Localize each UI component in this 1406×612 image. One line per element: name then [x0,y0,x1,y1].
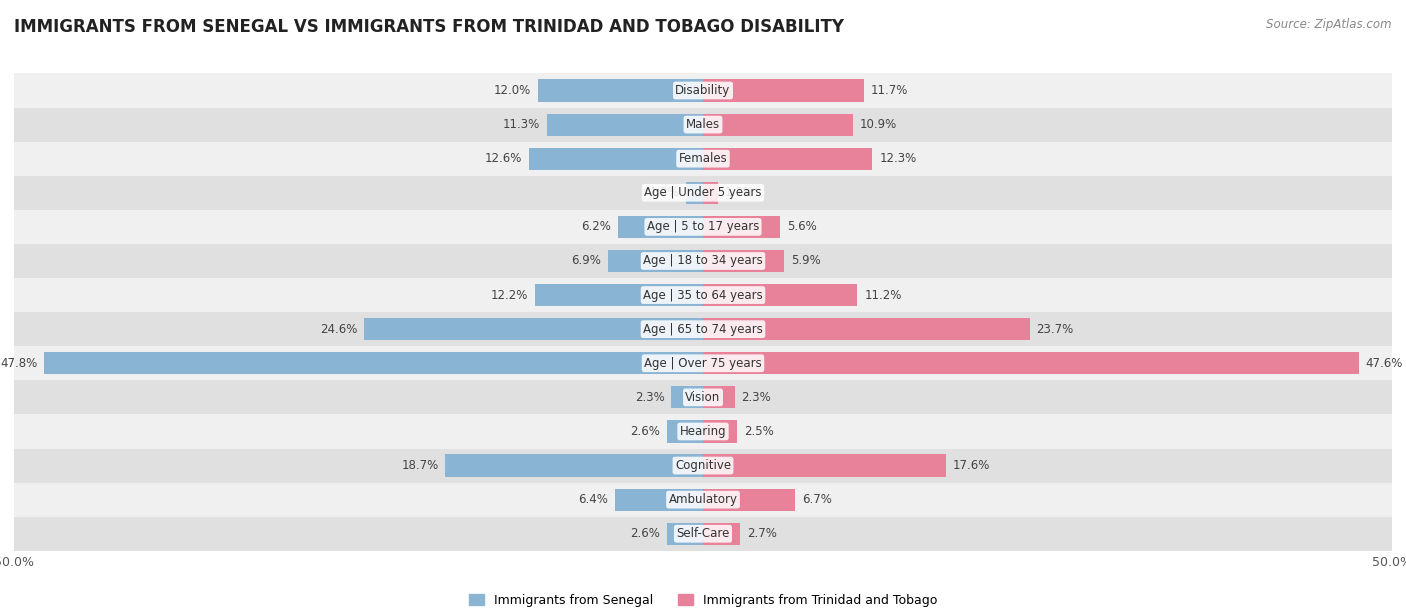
Bar [703,352,1358,375]
Text: Age | Over 75 years: Age | Over 75 years [644,357,762,370]
Text: 2.5%: 2.5% [744,425,775,438]
Bar [14,483,1392,517]
Text: 5.9%: 5.9% [792,255,821,267]
Bar [703,488,796,511]
Bar [14,449,1392,483]
Text: 2.3%: 2.3% [741,391,772,404]
Bar [703,318,1029,340]
Text: Males: Males [686,118,720,131]
Bar [14,414,1392,449]
Text: Age | 35 to 64 years: Age | 35 to 64 years [643,289,763,302]
Text: Hearing: Hearing [679,425,727,438]
Bar [703,420,738,442]
Text: 23.7%: 23.7% [1036,323,1074,335]
Text: Ambulatory: Ambulatory [668,493,738,506]
Bar [14,176,1392,210]
Text: 12.0%: 12.0% [494,84,531,97]
Text: 17.6%: 17.6% [952,459,990,472]
Text: 12.3%: 12.3% [879,152,917,165]
Text: 11.7%: 11.7% [872,84,908,97]
Text: Self-Care: Self-Care [676,528,730,540]
Text: 2.7%: 2.7% [747,528,778,540]
Text: 5.6%: 5.6% [787,220,817,233]
Bar [668,523,703,545]
Text: IMMIGRANTS FROM SENEGAL VS IMMIGRANTS FROM TRINIDAD AND TOBAGO DISABILITY: IMMIGRANTS FROM SENEGAL VS IMMIGRANTS FR… [14,18,844,36]
Bar [703,80,865,102]
Bar [703,523,740,545]
Bar [703,113,853,136]
Legend: Immigrants from Senegal, Immigrants from Trinidad and Tobago: Immigrants from Senegal, Immigrants from… [468,594,938,606]
Text: 47.6%: 47.6% [1365,357,1403,370]
Text: 10.9%: 10.9% [860,118,897,131]
Bar [14,244,1392,278]
Text: 6.2%: 6.2% [581,220,610,233]
Bar [45,352,703,375]
Bar [614,488,703,511]
Text: 12.2%: 12.2% [491,289,529,302]
Text: 11.3%: 11.3% [503,118,540,131]
Bar [14,73,1392,108]
Text: Vision: Vision [685,391,721,404]
Bar [607,250,703,272]
Text: 24.6%: 24.6% [319,323,357,335]
Text: Disability: Disability [675,84,731,97]
Bar [14,278,1392,312]
Text: 12.6%: 12.6% [485,152,523,165]
Text: 2.3%: 2.3% [634,391,665,404]
Bar [530,147,703,170]
Bar [703,147,873,170]
Bar [703,250,785,272]
Text: 11.2%: 11.2% [865,289,901,302]
Bar [14,141,1392,176]
Bar [364,318,703,340]
Bar [534,284,703,306]
Bar [14,380,1392,414]
Text: 47.8%: 47.8% [0,357,38,370]
Text: Females: Females [679,152,727,165]
Bar [668,420,703,442]
Bar [14,312,1392,346]
Bar [446,455,703,477]
Text: Cognitive: Cognitive [675,459,731,472]
Text: 2.6%: 2.6% [630,528,661,540]
Text: Age | Under 5 years: Age | Under 5 years [644,186,762,200]
Text: 6.9%: 6.9% [571,255,600,267]
Bar [686,182,703,204]
Bar [14,346,1392,380]
Bar [703,182,718,204]
Bar [14,210,1392,244]
Text: Age | 5 to 17 years: Age | 5 to 17 years [647,220,759,233]
Bar [703,455,945,477]
Bar [617,216,703,238]
Bar [547,113,703,136]
Text: 1.2%: 1.2% [650,186,679,200]
Text: Age | 65 to 74 years: Age | 65 to 74 years [643,323,763,335]
Bar [14,517,1392,551]
Text: 6.4%: 6.4% [578,493,607,506]
Bar [14,108,1392,141]
Text: Age | 18 to 34 years: Age | 18 to 34 years [643,255,763,267]
Bar [671,386,703,408]
Text: Source: ZipAtlas.com: Source: ZipAtlas.com [1267,18,1392,31]
Text: 2.6%: 2.6% [630,425,661,438]
Bar [703,386,735,408]
Bar [703,284,858,306]
Text: 6.7%: 6.7% [803,493,832,506]
Bar [537,80,703,102]
Text: 18.7%: 18.7% [401,459,439,472]
Text: 1.1%: 1.1% [725,186,755,200]
Bar [703,216,780,238]
